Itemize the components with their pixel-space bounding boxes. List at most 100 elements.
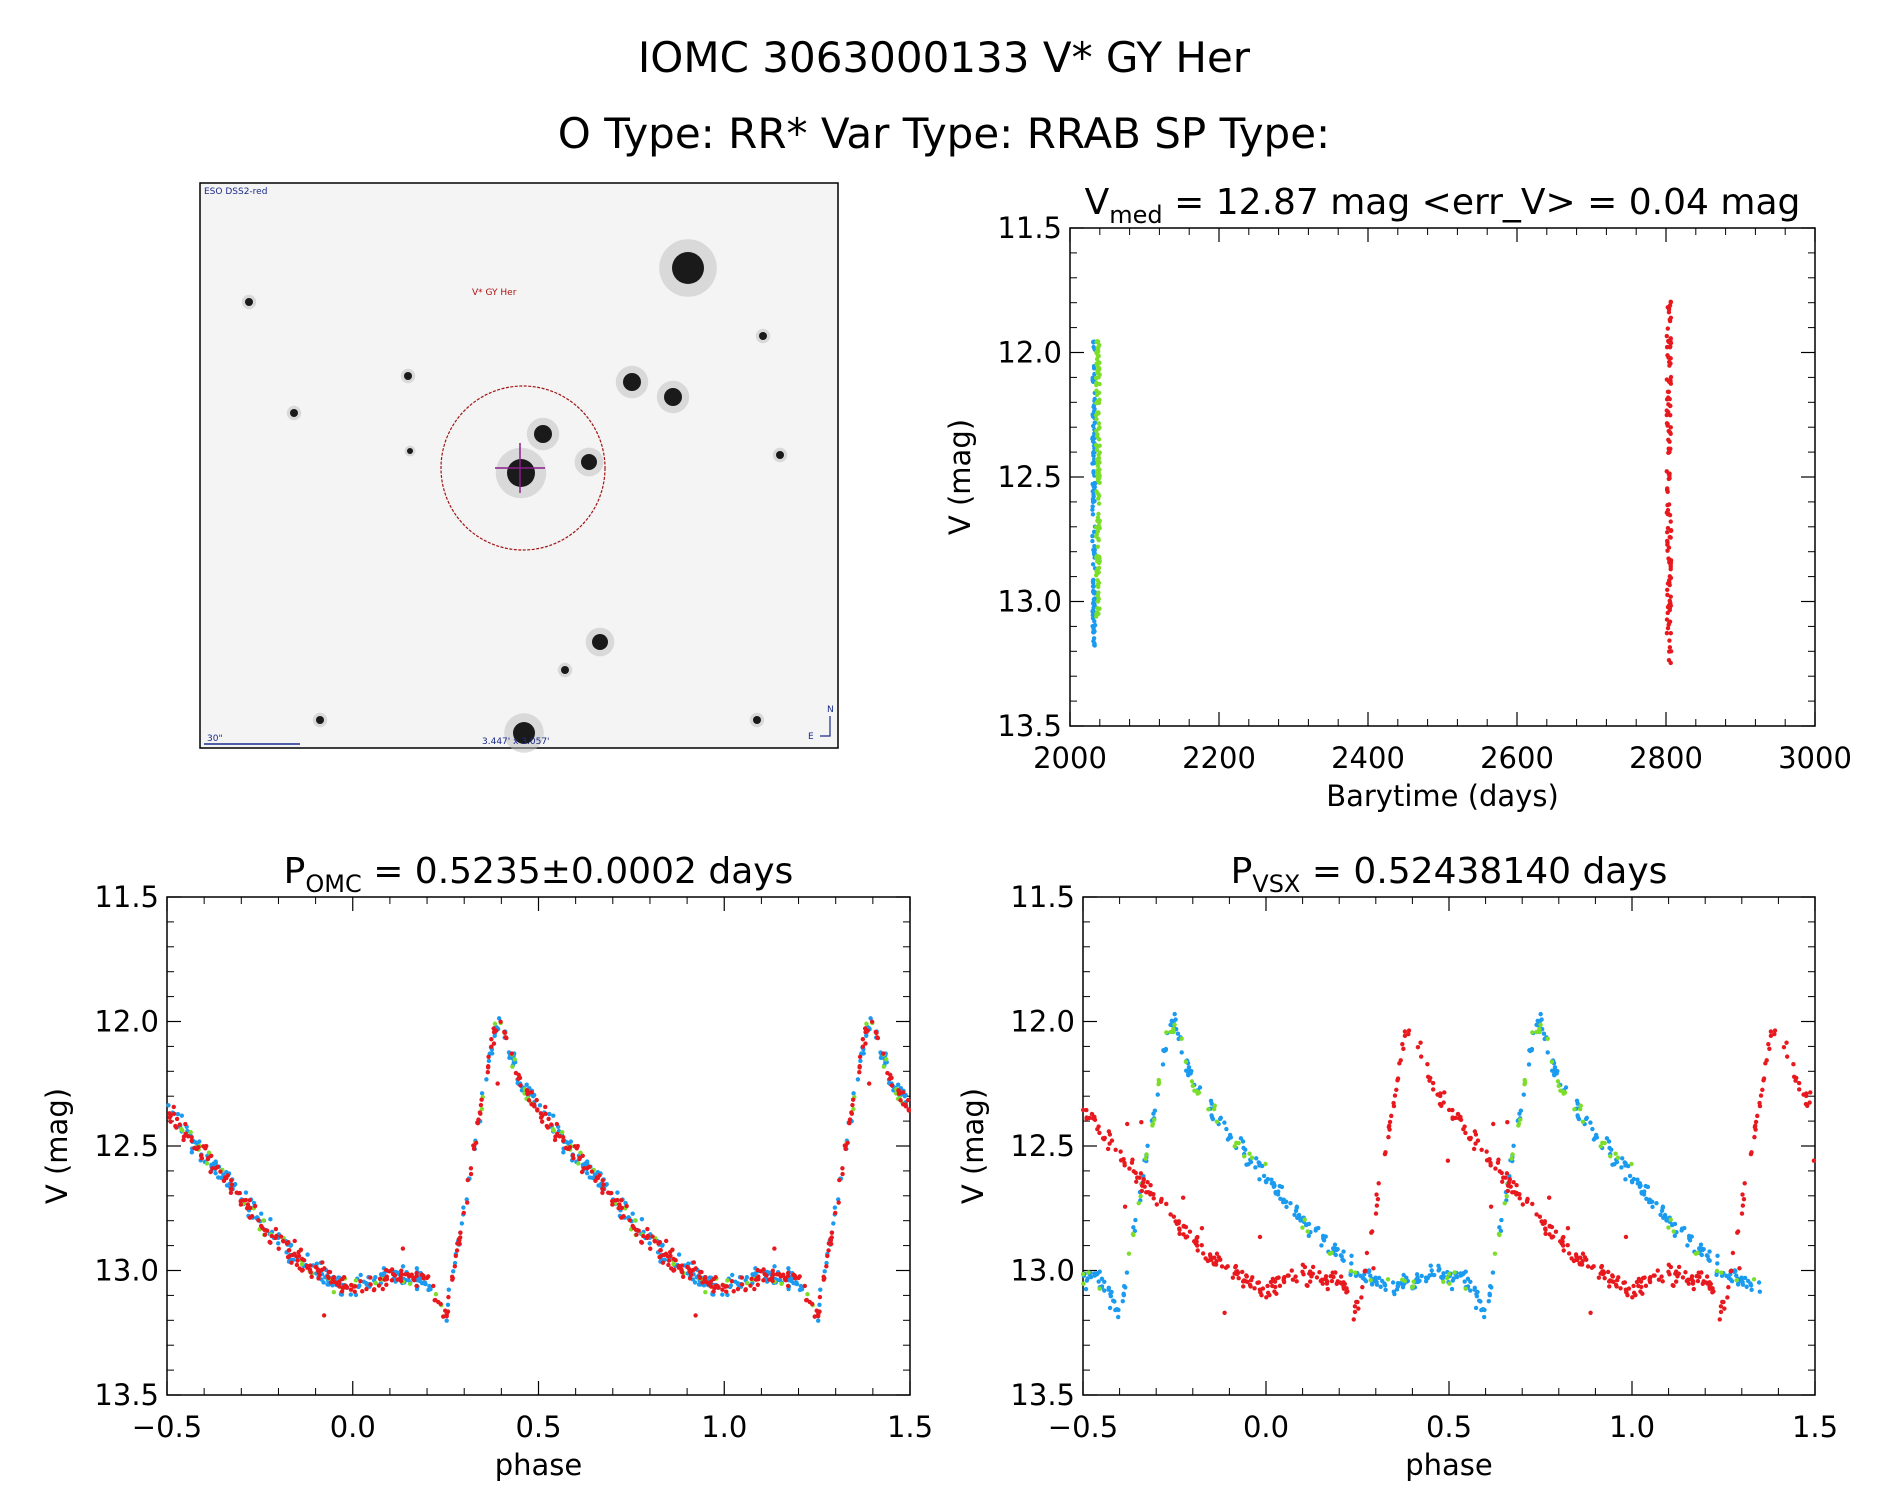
data-point-blue	[1090, 533, 1095, 539]
field-star	[561, 666, 569, 674]
data-point-red	[1248, 1277, 1254, 1283]
data-point-green	[1095, 460, 1100, 465]
data-point-red	[1097, 1130, 1102, 1136]
data-point-red	[1484, 1149, 1489, 1154]
data-point-green	[1096, 493, 1102, 498]
data-point-red	[814, 1308, 819, 1313]
data-point-blue	[1658, 1212, 1663, 1217]
data-point-red	[812, 1314, 817, 1319]
data-point-red	[1148, 1190, 1153, 1196]
data-point-blue	[1619, 1156, 1625, 1161]
data-point-red	[785, 1270, 791, 1276]
data-point-red	[553, 1134, 558, 1139]
data-point-red	[446, 1294, 451, 1300]
data-point-red	[1624, 1289, 1629, 1295]
data-point-red	[398, 1278, 404, 1284]
data-point-red	[1331, 1274, 1336, 1280]
data-point-blue	[1284, 1204, 1289, 1210]
chart-title-rest: = 12.87 mag <err_V> = 0.04 mag	[1163, 182, 1801, 223]
data-point-blue	[1538, 1011, 1543, 1017]
data-point-blue	[1481, 1314, 1487, 1320]
data-point-blue	[1672, 1221, 1678, 1227]
data-point-red	[1630, 1295, 1635, 1300]
data-point-red	[1127, 1166, 1132, 1171]
data-point-green	[1097, 381, 1102, 387]
data-point-red	[836, 1200, 841, 1205]
data-point-red	[860, 1044, 866, 1049]
data-point-blue	[868, 1016, 873, 1021]
data-point-red	[671, 1256, 676, 1262]
data-point-red	[1739, 1211, 1745, 1216]
data-point-red	[1394, 1087, 1399, 1093]
data-point-blue	[817, 1302, 822, 1307]
data-point-red	[455, 1241, 460, 1246]
data-point-red	[600, 1186, 605, 1192]
data-point-blue	[1358, 1273, 1363, 1279]
data-point-red	[1401, 1046, 1406, 1052]
data-point-red	[826, 1241, 832, 1246]
data-point-red	[489, 1044, 494, 1049]
data-point-red	[1755, 1113, 1760, 1119]
data-point-red	[1446, 1107, 1452, 1113]
data-point-red	[1195, 1234, 1200, 1240]
data-point-red	[1760, 1087, 1765, 1093]
data-point-blue	[1133, 1217, 1138, 1223]
data-point-red	[348, 1287, 354, 1292]
data-point-blue	[1679, 1226, 1685, 1231]
data-point-blue	[1241, 1145, 1246, 1151]
data-point-red	[1084, 1107, 1089, 1113]
data-point-red	[308, 1270, 313, 1275]
data-point-red	[905, 1097, 911, 1103]
data-point-red	[663, 1251, 669, 1257]
data-point-green	[1211, 1106, 1217, 1112]
data-point-blue	[1463, 1269, 1468, 1274]
data-point-blue	[197, 1139, 202, 1144]
data-point-red	[1293, 1274, 1298, 1279]
data-point-green	[725, 1278, 730, 1283]
data-point-red	[1181, 1232, 1186, 1237]
data-point-red	[228, 1186, 234, 1192]
data-point-red	[486, 1054, 491, 1060]
data-point-red	[1183, 1224, 1189, 1230]
data-point-red	[1089, 1111, 1095, 1117]
data-point-red	[390, 1271, 396, 1277]
data-point-red	[713, 1274, 718, 1280]
data-point-red	[1505, 1183, 1511, 1188]
field-star	[623, 373, 641, 391]
data-point-red	[1223, 1265, 1229, 1270]
x-tick-label: −0.5	[1048, 1410, 1118, 1444]
data-point-red	[1514, 1190, 1519, 1196]
data-point-blue	[855, 1077, 861, 1082]
data-point-blue	[1292, 1212, 1297, 1217]
data-point-red	[1667, 598, 1672, 603]
data-point-red	[1660, 1279, 1665, 1284]
data-point-red	[1808, 1090, 1813, 1095]
field-star	[759, 332, 767, 340]
data-point-green	[884, 1057, 889, 1062]
data-point-green	[510, 1064, 515, 1069]
data-point-red	[1668, 631, 1674, 636]
data-point-red	[1120, 1157, 1126, 1162]
data-point-red	[218, 1169, 223, 1174]
data-point-red	[687, 1268, 692, 1274]
data-point-red	[223, 1175, 228, 1180]
data-point-green	[1608, 1154, 1613, 1159]
data-point-blue	[1090, 507, 1095, 512]
data-point-red	[476, 1117, 481, 1122]
data-point-green	[1629, 1161, 1634, 1167]
data-point-red	[697, 1275, 703, 1281]
data-point-green	[433, 1292, 439, 1297]
data-point-red	[826, 1248, 831, 1253]
data-point-red	[1549, 1224, 1555, 1230]
data-point-blue	[1474, 1293, 1480, 1299]
data-point-blue	[1331, 1247, 1337, 1253]
data-point-blue	[1246, 1161, 1251, 1167]
data-point-red	[189, 1138, 194, 1144]
data-point-blue	[851, 1091, 856, 1096]
data-point-red	[1341, 1286, 1347, 1291]
data-point-red	[360, 1289, 365, 1294]
data-point-red	[468, 1171, 474, 1177]
data-point-blue	[1499, 1217, 1504, 1223]
data-point-blue	[1458, 1273, 1464, 1278]
